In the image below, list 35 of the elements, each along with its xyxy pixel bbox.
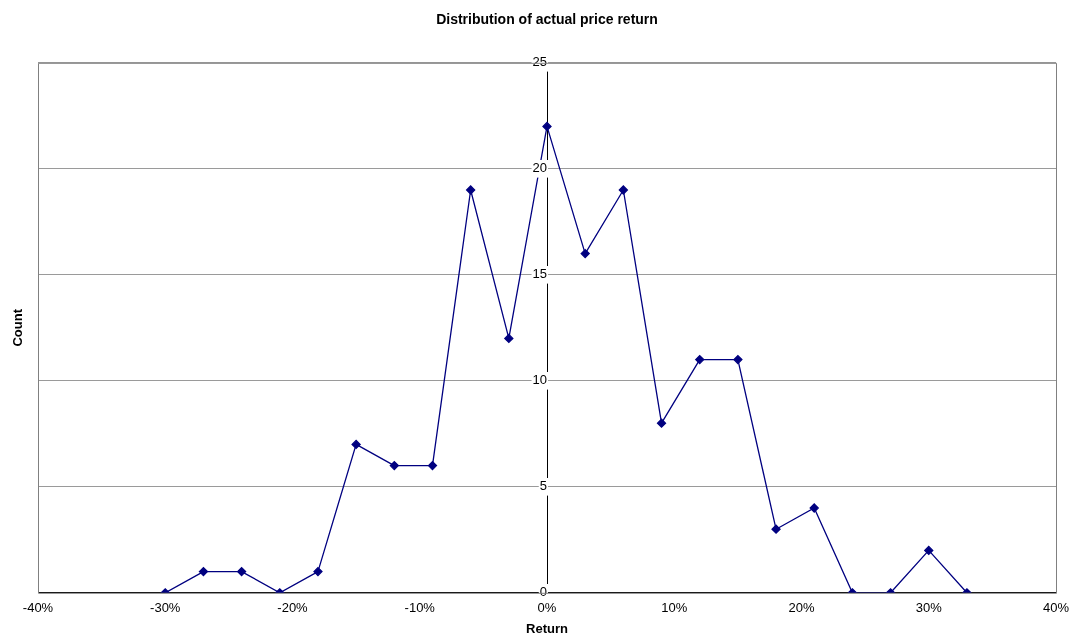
x-tick-label: 0%	[537, 600, 557, 616]
y-tick-label: 25	[532, 54, 547, 70]
point	[427, 460, 438, 471]
point	[542, 121, 552, 132]
y-tick-label: 5	[539, 478, 547, 494]
chart-title: Distribution of actual price return	[436, 11, 658, 28]
point	[504, 333, 514, 344]
point	[351, 439, 361, 450]
point	[733, 354, 743, 365]
point	[198, 566, 209, 577]
y-tick-label: 15	[532, 266, 547, 282]
point	[656, 418, 667, 428]
x-tick-label: 40%	[1042, 600, 1070, 616]
x-tick-label: -10%	[404, 600, 436, 616]
x-tick-label: -30%	[150, 600, 181, 616]
y-tick-label: 10	[532, 372, 547, 388]
point	[236, 566, 247, 577]
x-tick-label: -20%	[277, 600, 309, 616]
y-axis-title: Count	[9, 308, 25, 347]
point	[809, 503, 819, 513]
x-tick-label: 30%	[915, 600, 943, 616]
point	[313, 566, 323, 577]
point	[695, 354, 705, 365]
point	[771, 524, 781, 534]
point	[389, 460, 399, 471]
x-tick-label: 10%	[661, 600, 688, 616]
x-tick-label: -40%	[22, 600, 54, 616]
y-tick-label: 20	[532, 160, 547, 176]
x-tick-label: 20%	[788, 600, 815, 616]
point	[466, 185, 476, 195]
point	[580, 248, 590, 259]
x-axis-title: Return	[526, 620, 568, 636]
point	[618, 185, 628, 195]
y-tick-label: 0	[539, 584, 547, 600]
point	[924, 545, 934, 556]
